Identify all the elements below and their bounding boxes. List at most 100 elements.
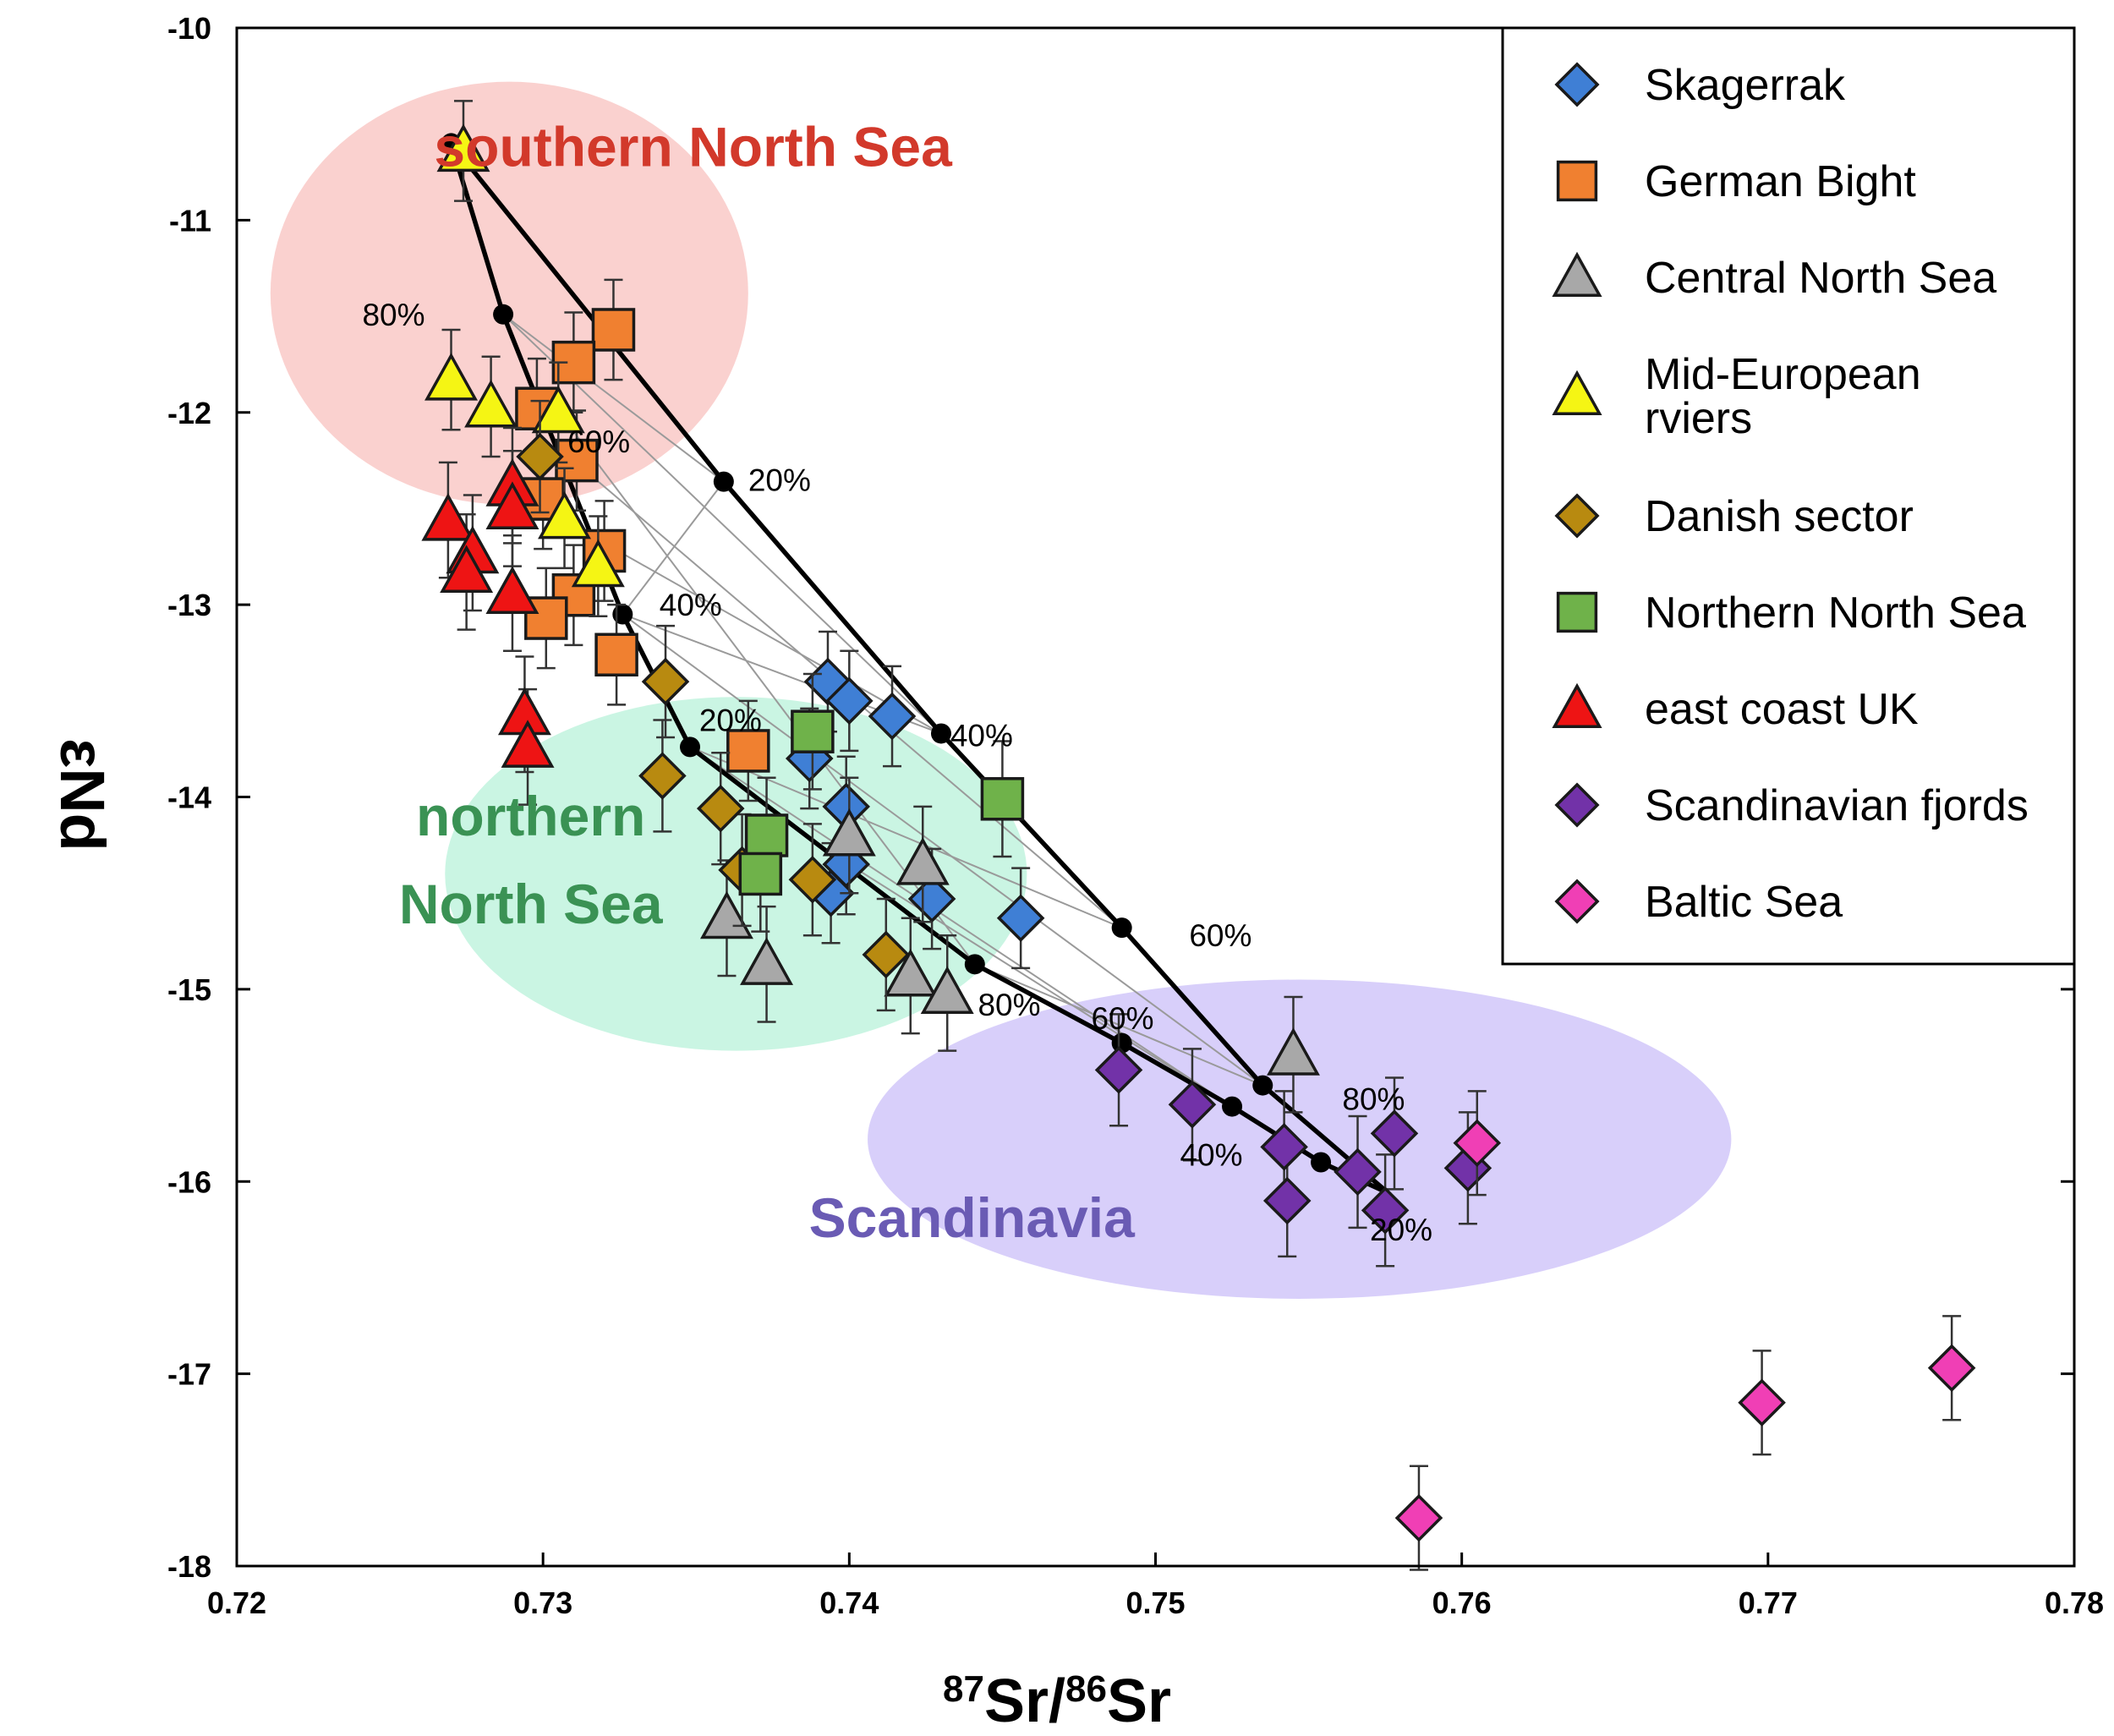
legend-item-east-coast-uk: east coast UK — [1552, 682, 1919, 734]
data-points — [421, 100, 1976, 1571]
legend-label-central-north-sea: Central North Sea — [1645, 254, 1996, 303]
point-mid-european-rviers — [424, 352, 478, 401]
legend-marker-mid-european-rviers — [1552, 370, 1602, 416]
percent-label: 80% — [978, 988, 1040, 1022]
point-danish-sector — [862, 930, 911, 979]
x-tick-label: 0.78 — [2045, 1585, 2104, 1620]
x-axis-element-2: Sr — [1107, 1668, 1171, 1735]
point-baltic-sea — [1738, 1378, 1786, 1427]
mixing-marker — [964, 954, 985, 975]
percent-label: 20% — [699, 704, 762, 738]
point-skagerrak — [825, 676, 874, 726]
x-tick-label: 0.72 — [207, 1585, 266, 1620]
point-scandinavian-fjords — [1260, 1123, 1308, 1171]
y-tick-label: -13 — [167, 588, 211, 622]
legend-label-mid-european-rviers: Mid-European rviers — [1645, 350, 1921, 443]
point-mid-european-rviers — [436, 123, 490, 173]
percent-label: 80% — [1342, 1082, 1405, 1116]
legend-item-danish-sector: Danish sector — [1554, 492, 1914, 541]
tie-line — [622, 480, 725, 616]
point-mid-european-rviers — [531, 385, 585, 434]
point-skagerrak — [996, 894, 1045, 943]
point-scandinavian-fjords — [1334, 1147, 1382, 1197]
point-baltic-sea — [1927, 1344, 1976, 1393]
percent-label: 40% — [660, 588, 722, 622]
legend-label-line: rviers — [1645, 394, 1752, 443]
y-tick-label: -16 — [167, 1164, 211, 1199]
point-scandinavian-fjords — [1168, 1081, 1217, 1129]
region-label-line: North Sea — [399, 873, 664, 935]
point-central-north-sea — [822, 808, 876, 857]
x-axis-element-1: Sr/ — [984, 1668, 1065, 1735]
point-danish-sector — [641, 657, 690, 706]
y-tick-label: -11 — [169, 203, 211, 238]
legend-marker-baltic-sea — [1554, 879, 1600, 924]
legend-label-east-coast-uk: east coast UK — [1645, 685, 1919, 734]
region-label-southern-north-sea: southern North Sea — [434, 116, 953, 178]
legend-label-line: Mid-European — [1645, 350, 1921, 399]
point-central-north-sea — [740, 937, 794, 985]
legend-label-line: German Bight — [1645, 157, 1916, 206]
x-tick-label: 0.75 — [1125, 1585, 1185, 1620]
tie-line — [502, 314, 942, 735]
mixing-marker — [1252, 1075, 1273, 1096]
legend-label-northern-north-sea: Northern North Sea — [1645, 589, 2026, 638]
point-east-coast-uk — [485, 481, 539, 529]
percent-label: 40% — [1180, 1137, 1242, 1172]
x-tick-label: 0.76 — [1432, 1585, 1492, 1620]
point-german-bight — [594, 633, 638, 676]
x-axis-isotope-1: 87 — [943, 1668, 984, 1710]
y-tick-label: -14 — [167, 780, 211, 815]
point-northern-north-sea — [980, 777, 1025, 821]
point-central-north-sea — [1267, 1027, 1320, 1076]
y-tick-label: -17 — [167, 1357, 211, 1392]
legend-marker-central-north-sea — [1552, 251, 1602, 298]
legend-item-mid-european-rviers: Mid-European rviers — [1552, 350, 1921, 443]
legend-label-line: Scandinavian fjords — [1645, 781, 2029, 830]
point-danish-sector — [788, 855, 837, 904]
y-tick-label: -15 — [167, 972, 211, 1007]
point-german-bight — [555, 438, 599, 483]
x-axis-isotope-2: 86 — [1065, 1668, 1107, 1710]
legend-label-baltic-sea: Baltic Sea — [1645, 878, 1843, 927]
tie-line — [502, 313, 725, 483]
point-east-coast-uk — [501, 720, 555, 768]
point-central-north-sea — [920, 966, 974, 1014]
region-label-line: northern — [416, 785, 645, 847]
legend-label-danish-sector: Danish sector — [1645, 492, 1914, 541]
tie-line — [622, 613, 1263, 1087]
point-east-coast-uk — [440, 545, 494, 594]
percent-label: 80% — [362, 298, 424, 332]
point-scandinavian-fjords — [1361, 1186, 1410, 1235]
x-tick-label: 0.73 — [513, 1585, 572, 1620]
point-northern-north-sea — [791, 709, 835, 753]
point-east-coast-uk — [421, 492, 475, 541]
percent-label: 40% — [950, 719, 1013, 753]
point-scandinavian-fjords — [1094, 1046, 1143, 1094]
mixing-marker — [1222, 1096, 1243, 1117]
legend-item-german-bight: German Bight — [1556, 157, 1916, 206]
mixing-marker — [680, 737, 701, 758]
point-central-north-sea — [884, 948, 938, 997]
legend-label-line: Northern North Sea — [1645, 589, 2026, 638]
point-mid-european-rviers — [538, 490, 591, 539]
point-east-coast-uk — [485, 566, 539, 615]
percent-label: 20% — [1370, 1213, 1432, 1247]
point-german-bight — [591, 308, 636, 352]
legend-label-skagerrak: Skagerrak — [1645, 61, 1846, 110]
point-mid-european-rviers — [571, 539, 625, 588]
legend-marker-skagerrak — [1554, 62, 1600, 107]
legend-label-german-bight: German Bight — [1645, 157, 1916, 206]
mixing-marker — [493, 304, 514, 325]
mixing-marker — [1111, 917, 1132, 939]
point-central-north-sea — [895, 836, 950, 885]
y-tick-label: -10 — [167, 11, 211, 46]
point-german-bight — [726, 729, 770, 773]
legend-label-line: Baltic Sea — [1645, 878, 1843, 927]
percent-labels: 80% 60% 40% 20% 80% 60% 40% 20% 80% 60% 40% 20% — [362, 298, 1432, 1247]
x-tick-label: 0.74 — [819, 1585, 879, 1620]
legend-marker-danish-sector — [1554, 493, 1600, 539]
point-scandinavian-fjords — [1262, 1176, 1312, 1225]
